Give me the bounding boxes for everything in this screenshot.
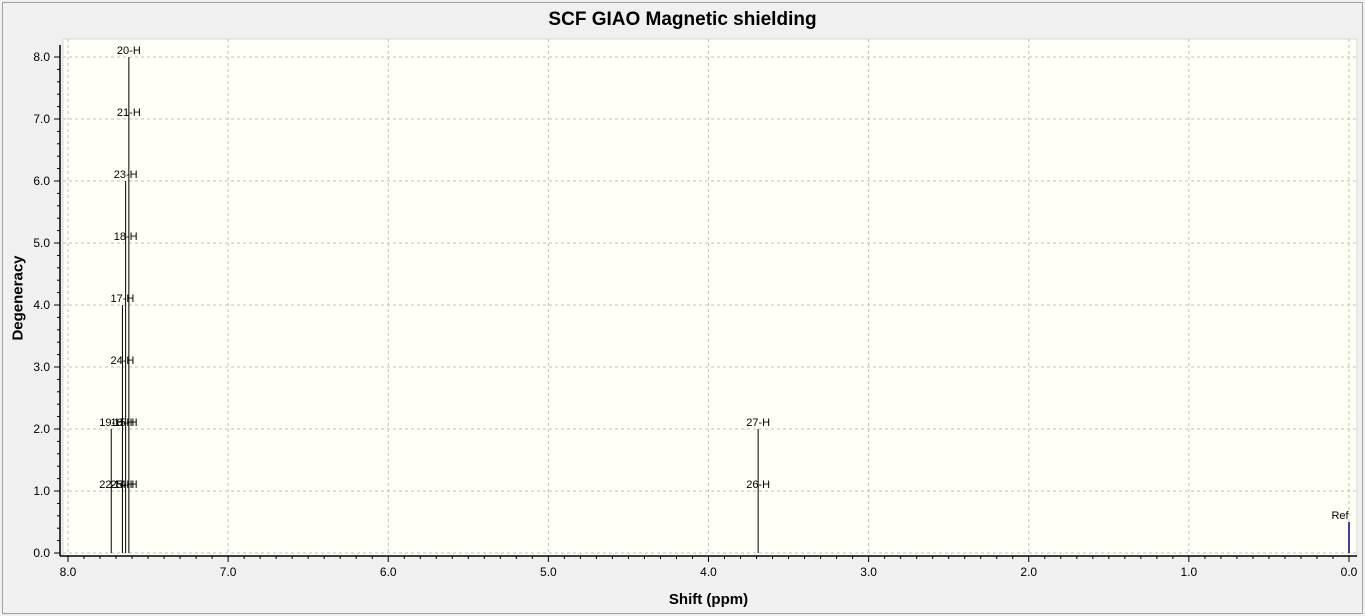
chart-title: SCF GIAO Magnetic shielding: [548, 9, 817, 30]
y-tick-label: 2.0: [33, 422, 50, 436]
y-tick-label: 7.0: [33, 112, 50, 126]
reference-label: Ref: [1331, 510, 1349, 522]
plot-area: [62, 38, 1358, 557]
peak-label: 19-H: [99, 417, 123, 429]
y-tick-label: 0.0: [33, 546, 50, 560]
peak-label: 22-H: [99, 479, 123, 491]
y-tick-label: 5.0: [33, 236, 50, 250]
y-tick-label: 3.0: [33, 360, 50, 374]
x-axis-label: Shift (ppm): [668, 591, 749, 608]
y-tick-label: 6.0: [33, 174, 50, 188]
x-tick-label: 1.0: [1181, 565, 1198, 579]
x-tick-label: 8.0: [60, 565, 77, 579]
x-tick-label: 5.0: [540, 565, 557, 579]
x-tick-label: 6.0: [380, 565, 397, 579]
y-tick-label: 4.0: [33, 298, 50, 312]
x-tick-label: 2.0: [1020, 565, 1037, 579]
x-tick-label: 7.0: [220, 565, 237, 579]
peak-label: 17-H: [111, 293, 135, 305]
peak-label: 18-H: [114, 231, 138, 243]
peak-label: 16-H: [111, 417, 135, 429]
peak-label: 25-H: [111, 479, 135, 491]
peak-label: 20-H: [117, 45, 141, 57]
x-tick-label: 4.0: [700, 565, 717, 579]
peak-label: 21-H: [117, 107, 141, 119]
peak-label: 14-H: [114, 479, 138, 491]
peak-label: 24-H: [111, 355, 135, 367]
peak-label: 26-H: [746, 479, 770, 491]
peak-label: 15-H: [114, 417, 138, 429]
x-tick-label: 0.0: [1341, 565, 1358, 579]
peak-label: 27-H: [746, 417, 770, 429]
x-tick-label: 3.0: [860, 565, 877, 579]
y-tick-label: 1.0: [33, 484, 50, 498]
y-tick-label: 8.0: [33, 50, 50, 64]
peak-label: 23-H: [114, 169, 138, 181]
